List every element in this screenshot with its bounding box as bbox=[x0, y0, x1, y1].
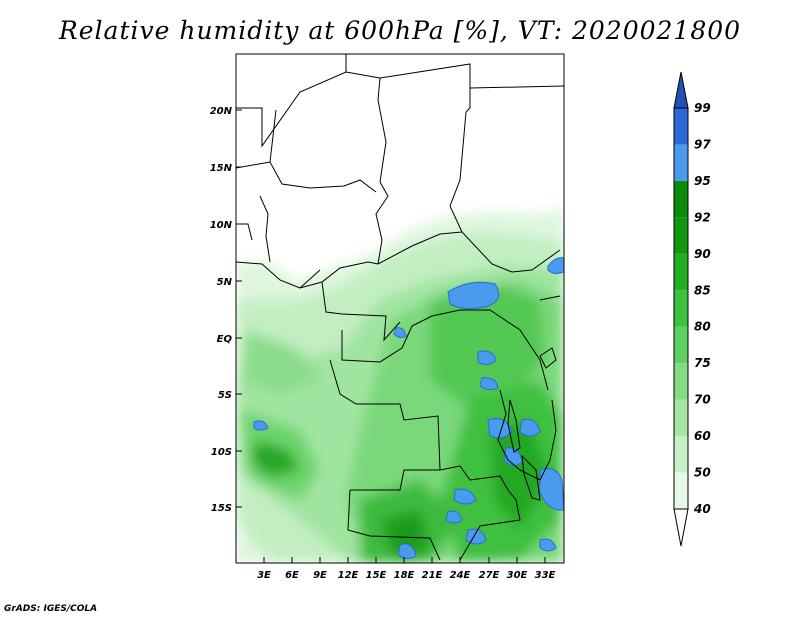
colorbar-segment bbox=[674, 363, 688, 400]
colorbar-lower-arrow bbox=[673, 508, 689, 547]
colorbar-segment bbox=[674, 436, 688, 473]
colorbar-segment bbox=[674, 108, 688, 145]
colorbar-upper-arrow bbox=[673, 71, 689, 109]
map-frame bbox=[235, 53, 565, 564]
longitude-axis: 3E 6E 9E 12E 15E 18E 21E 24E 27E 30E 33E bbox=[257, 557, 556, 581]
lon-label: 18E bbox=[394, 570, 415, 581]
colorbar-label: 60 bbox=[694, 429, 711, 443]
colorbar-segment bbox=[674, 472, 688, 509]
colorbar-label: 99 bbox=[694, 101, 711, 115]
lat-label: 20N bbox=[210, 106, 233, 117]
colorbar-segment bbox=[674, 326, 688, 364]
colorbar-label: 50 bbox=[694, 466, 711, 480]
colorbar-label: 40 bbox=[693, 502, 711, 516]
lat-label: 15N bbox=[210, 163, 233, 174]
lat-label: 10S bbox=[211, 447, 232, 458]
colorbar-segment bbox=[674, 399, 688, 437]
grads-credit: GrADS: IGES/COLA bbox=[4, 604, 98, 614]
colorbar-segment bbox=[674, 253, 688, 291]
lon-label: 30E bbox=[507, 570, 528, 581]
colorbar-label: 75 bbox=[694, 356, 711, 370]
colorbar: 40 50 60 70 75 80 85 90 92 95 97 99 bbox=[673, 71, 711, 547]
lon-label: 27E bbox=[479, 570, 500, 581]
lon-label: 3E bbox=[257, 570, 271, 581]
colorbar-outline bbox=[673, 107, 689, 510]
lon-label: 6E bbox=[285, 570, 299, 581]
map-title: Relative humidity at 600hPa [%], VT: 202… bbox=[58, 16, 742, 45]
colorbar-segment bbox=[674, 217, 688, 254]
humidity-field bbox=[236, 208, 564, 563]
colorbar-segment bbox=[674, 144, 688, 181]
colorbar-label: 95 bbox=[694, 174, 711, 188]
lat-label: 15S bbox=[211, 503, 232, 514]
lon-label: 33E bbox=[535, 570, 556, 581]
colorbar-label: 97 bbox=[694, 137, 711, 151]
lon-label: 15E bbox=[366, 570, 387, 581]
country-boundaries bbox=[236, 54, 564, 561]
lon-label: 12E bbox=[338, 570, 359, 581]
lon-label: 9E bbox=[313, 570, 327, 581]
colorbar-label: 70 bbox=[694, 393, 711, 407]
lat-label: 5S bbox=[218, 390, 232, 401]
lon-label: 24E bbox=[450, 570, 471, 581]
colorbar-label: 80 bbox=[694, 320, 711, 334]
colorbar-segment bbox=[674, 290, 688, 327]
lat-label: 10N bbox=[210, 220, 233, 231]
lat-label: EQ bbox=[217, 334, 233, 345]
colorbar-label: 90 bbox=[694, 247, 711, 261]
lon-label: 21E bbox=[422, 570, 443, 581]
colorbar-label: 92 bbox=[694, 210, 711, 224]
colorbar-label: 85 bbox=[694, 283, 711, 297]
lat-label: 5N bbox=[217, 277, 233, 288]
colorbar-segment bbox=[674, 180, 688, 218]
latitude-axis: 20N 15N 10N 5N EQ 5S 10S 15S bbox=[210, 106, 242, 514]
lakes bbox=[507, 347, 557, 501]
